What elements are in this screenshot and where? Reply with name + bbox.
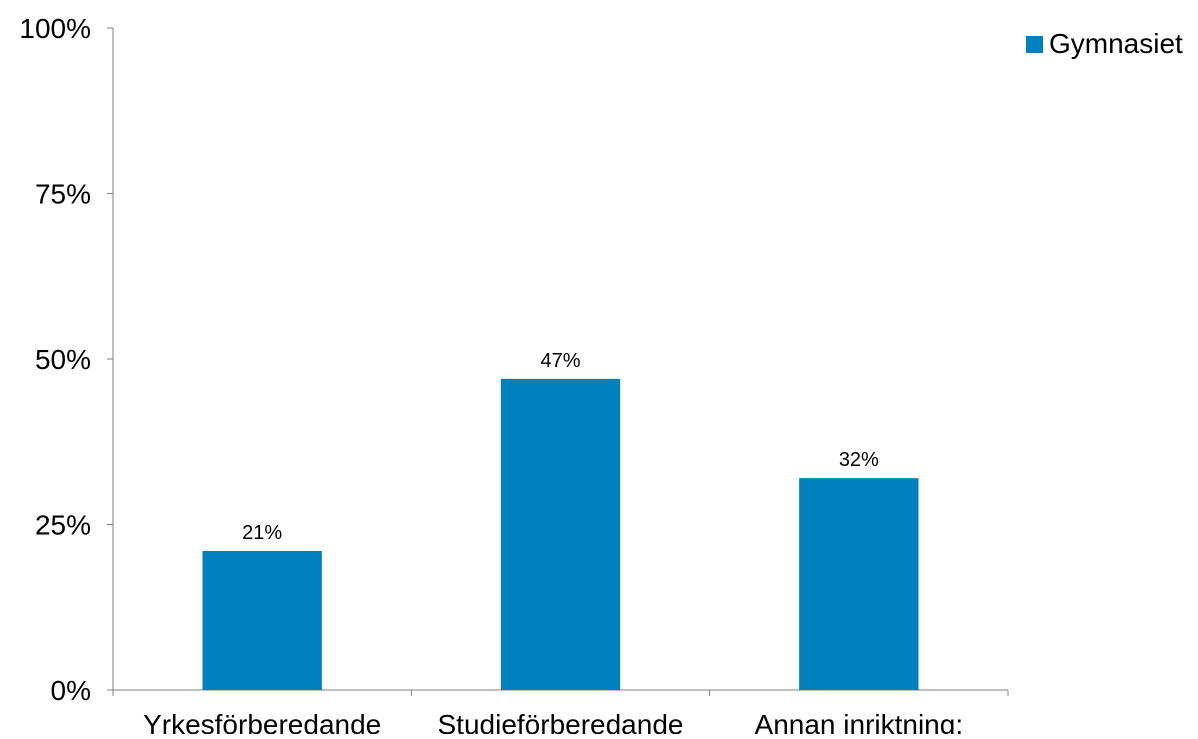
data-labels: 21% 47% 32%: [242, 350, 879, 544]
y-tick-label: 75%: [35, 179, 91, 210]
x-axis-ticks: [112, 690, 1009, 696]
legend-label: Gymnasiet: [1049, 28, 1183, 59]
data-label: 21%: [242, 522, 282, 544]
x-category-label: Annan inriktning:: [755, 709, 964, 734]
y-tick-label: 100%: [19, 13, 91, 44]
bar: [799, 478, 919, 690]
bar: [500, 378, 621, 690]
bar: [202, 550, 322, 690]
x-category-label: Yrkesförberedande: [143, 709, 381, 734]
data-label: 32%: [839, 449, 879, 471]
bar-series: [202, 378, 919, 690]
x-category-label: Studieförberedande: [438, 709, 684, 734]
y-axis-ticks: 0% 25% 50% 75% 100%: [19, 13, 113, 706]
y-tick-label: 25%: [35, 510, 91, 541]
y-tick-label: 0%: [51, 675, 91, 706]
y-tick-label: 50%: [35, 344, 91, 375]
data-label: 47%: [540, 350, 580, 372]
legend: Gymnasiet: [1026, 28, 1183, 60]
x-axis-labels: Yrkesförberedande Studieförberedande Annan…: [143, 709, 964, 739]
legend-swatch: [1026, 35, 1043, 53]
